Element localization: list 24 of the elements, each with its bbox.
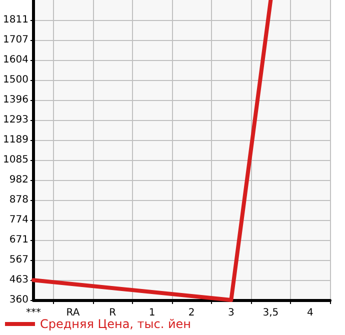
y-tick-label: 774 — [9, 214, 28, 226]
y-tick-label: 463 — [9, 274, 28, 286]
y-tick-label: 360 — [9, 294, 28, 306]
y-tick-label: 1500 — [2, 74, 28, 86]
y-tick-label: 1396 — [2, 94, 28, 106]
x-tick-label: R — [109, 308, 116, 318]
legend-label: Средняя Цена, тыс. йен — [40, 317, 192, 331]
y-tick-label: 1811 — [2, 14, 28, 26]
y-tick-label: 1085 — [2, 154, 28, 166]
y-tick-label: 1707 — [2, 34, 28, 46]
y-tick-label: 1604 — [2, 54, 28, 66]
x-tick-label: 2 — [188, 308, 195, 318]
x-tick-label: 1 — [148, 308, 156, 318]
y-tick-label: 567 — [9, 254, 28, 266]
y-tick-label: 1189 — [2, 134, 28, 146]
y-tick-label: 878 — [9, 194, 28, 206]
y-tick-label: 982 — [9, 174, 28, 186]
x-tick-label: 3,5 — [262, 308, 279, 318]
x-tick-label: RA — [66, 308, 80, 318]
y-tick-label: 1293 — [2, 114, 28, 126]
x-tick-label: 3 — [228, 308, 234, 318]
x-tick-label: *** — [26, 308, 41, 318]
y-tick-label: 671 — [9, 234, 28, 246]
x-tick-label: 4 — [307, 308, 314, 318]
